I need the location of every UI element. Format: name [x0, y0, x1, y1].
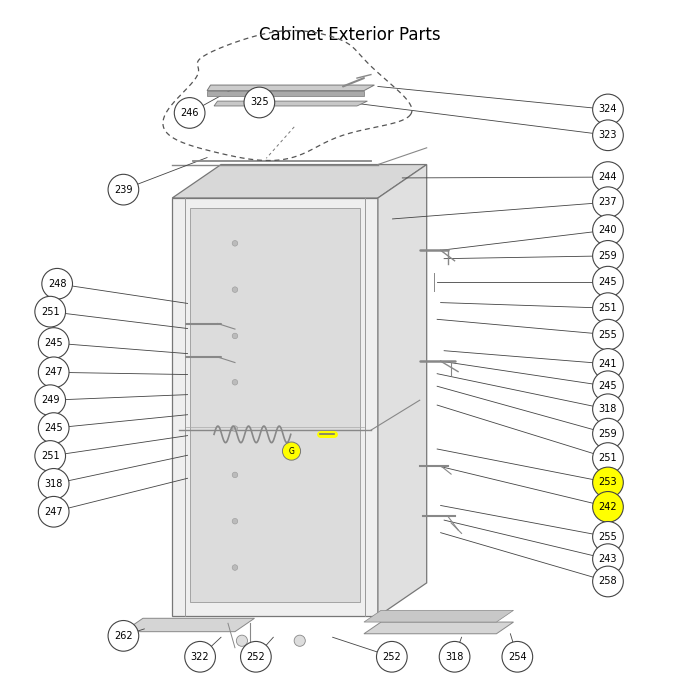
Text: 244: 244 [598, 172, 617, 182]
Circle shape [38, 468, 69, 499]
Circle shape [593, 566, 623, 597]
Text: 246: 246 [181, 108, 199, 118]
Circle shape [35, 296, 66, 327]
Circle shape [38, 413, 69, 443]
Circle shape [38, 496, 69, 527]
Text: 245: 245 [598, 382, 617, 391]
Text: Cabinet Exterior Parts: Cabinet Exterior Parts [259, 26, 441, 44]
Circle shape [502, 641, 533, 672]
Circle shape [593, 162, 623, 193]
Circle shape [593, 442, 623, 473]
Text: 318: 318 [445, 652, 464, 662]
Circle shape [593, 120, 623, 150]
Polygon shape [214, 101, 368, 106]
Text: 239: 239 [114, 185, 133, 195]
Circle shape [593, 241, 623, 271]
Circle shape [241, 641, 271, 672]
Circle shape [232, 519, 238, 524]
Polygon shape [123, 618, 255, 631]
Circle shape [593, 215, 623, 246]
Circle shape [244, 87, 274, 118]
Circle shape [38, 328, 69, 358]
Polygon shape [207, 85, 374, 90]
Polygon shape [172, 164, 427, 198]
Circle shape [593, 319, 623, 350]
Circle shape [593, 544, 623, 575]
Text: 237: 237 [598, 197, 617, 207]
Circle shape [439, 641, 470, 672]
Text: G: G [288, 447, 295, 456]
Circle shape [35, 440, 66, 471]
Text: 318: 318 [45, 479, 63, 489]
Circle shape [232, 241, 238, 246]
Circle shape [593, 491, 623, 522]
Circle shape [38, 357, 69, 388]
Text: 253: 253 [598, 477, 617, 487]
Text: 255: 255 [598, 532, 617, 542]
Circle shape [294, 635, 305, 646]
Circle shape [42, 268, 73, 299]
Circle shape [232, 472, 238, 477]
Polygon shape [207, 90, 364, 95]
Circle shape [232, 379, 238, 385]
Text: 251: 251 [41, 451, 60, 461]
Circle shape [593, 467, 623, 498]
Circle shape [108, 174, 139, 205]
Circle shape [593, 266, 623, 297]
Text: 241: 241 [598, 359, 617, 369]
Text: 252: 252 [246, 652, 265, 662]
Text: 258: 258 [598, 577, 617, 587]
Text: 245: 245 [44, 423, 63, 433]
Circle shape [35, 385, 66, 416]
Text: 247: 247 [44, 507, 63, 517]
Polygon shape [172, 198, 378, 616]
Circle shape [593, 187, 623, 218]
Polygon shape [378, 164, 427, 616]
Text: 245: 245 [44, 338, 63, 348]
Circle shape [237, 635, 248, 646]
Circle shape [593, 94, 623, 125]
Circle shape [593, 394, 623, 425]
Text: 240: 240 [598, 225, 617, 235]
Text: 247: 247 [44, 368, 63, 377]
Text: 324: 324 [598, 104, 617, 115]
Circle shape [593, 371, 623, 402]
Circle shape [185, 641, 216, 672]
Circle shape [232, 565, 238, 570]
Text: 322: 322 [191, 652, 209, 662]
Text: 245: 245 [598, 276, 617, 287]
Text: 325: 325 [250, 97, 269, 108]
Text: 259: 259 [598, 251, 617, 261]
Text: 255: 255 [598, 330, 617, 340]
Polygon shape [364, 610, 514, 622]
Circle shape [232, 333, 238, 339]
Text: 318: 318 [598, 405, 617, 414]
Circle shape [108, 620, 139, 651]
Circle shape [232, 426, 238, 431]
Circle shape [593, 349, 623, 379]
Text: 262: 262 [114, 631, 133, 641]
Polygon shape [190, 209, 360, 603]
Circle shape [593, 522, 623, 552]
Polygon shape [364, 622, 514, 634]
Text: 248: 248 [48, 279, 66, 289]
Text: 251: 251 [41, 307, 60, 316]
Text: 242: 242 [598, 502, 617, 512]
Text: 249: 249 [41, 395, 60, 405]
Text: 254: 254 [508, 652, 526, 662]
Circle shape [377, 641, 407, 672]
Circle shape [174, 97, 205, 128]
Text: 252: 252 [382, 652, 401, 662]
Text: 251: 251 [598, 453, 617, 463]
Text: 323: 323 [598, 130, 617, 140]
Circle shape [282, 442, 300, 460]
Text: 243: 243 [598, 554, 617, 564]
Text: 259: 259 [598, 428, 617, 439]
Circle shape [593, 419, 623, 449]
Circle shape [232, 287, 238, 293]
Text: 251: 251 [598, 303, 617, 313]
Circle shape [593, 293, 623, 323]
